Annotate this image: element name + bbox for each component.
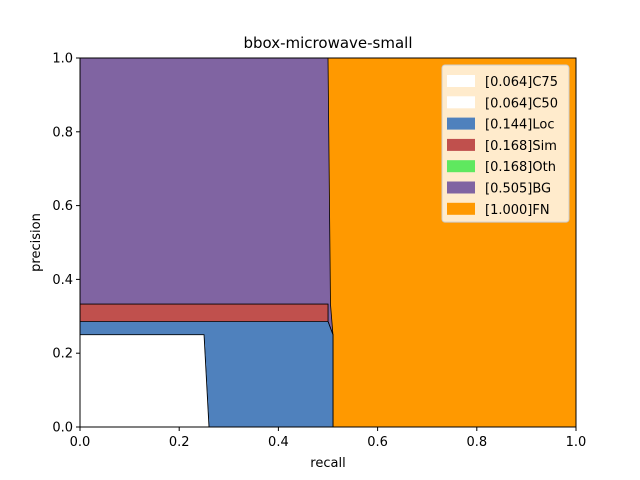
legend-label-0-144-loc: [0.144]Loc	[485, 118, 554, 133]
legend-swatch-0-064-c75	[447, 75, 475, 87]
legend-label-1-000-fn: [1.000]FN	[485, 203, 550, 218]
legend: [0.064]C75 [0.064]C50 [0.144]Loc [0.168]Sim…	[441, 64, 570, 223]
legend-swatch-0-144-loc	[447, 117, 475, 130]
legend-label-0-064-c50: [0.064]C50	[485, 96, 558, 111]
y-tick-label: 0.2	[52, 347, 73, 362]
legend-swatch-1-000-fn	[447, 202, 475, 215]
legend-label-0-505-bg: [0.505]BG	[485, 182, 551, 197]
x-axis-ticks: 0.0 0.2 0.4 0.6 0.8 1.0	[70, 427, 587, 450]
x-tick-label: 0.0	[70, 435, 91, 450]
legend-swatch-0-064-c50	[447, 96, 475, 109]
legend-label-0-064-c75: [0.064]C75	[485, 75, 558, 90]
y-tick-label: 1.0	[52, 52, 73, 67]
x-tick-label: 0.6	[367, 435, 388, 450]
x-axis-label: recall	[310, 456, 345, 471]
y-tick-label: 0.6	[52, 199, 73, 214]
x-tick-label: 0.8	[466, 435, 487, 450]
y-tick-label: 0.8	[52, 125, 73, 140]
y-axis-label: precision	[29, 213, 44, 272]
y-axis-ticks: 0.0 0.2 0.4 0.6 0.8 1.0	[52, 52, 80, 436]
legend-label-0-168-oth: [0.168]Oth	[485, 160, 556, 175]
x-tick-label: 0.2	[169, 435, 190, 450]
y-tick-label: 0.4	[52, 273, 73, 288]
legend-swatch-0-505-bg	[447, 181, 475, 194]
legend-swatch-0-168-sim	[447, 138, 475, 151]
chart-title: bbox-microwave-small	[243, 34, 412, 52]
area-0-064-c75	[79, 334, 210, 428]
legend-label-0-168-sim: [0.168]Sim	[485, 139, 557, 154]
x-tick-label: 1.0	[566, 435, 587, 450]
y-tick-label: 0.0	[52, 421, 73, 436]
x-tick-label: 0.4	[268, 435, 289, 450]
legend-swatch-0-168-oth	[447, 160, 475, 173]
plot-frame	[79, 57, 577, 428]
